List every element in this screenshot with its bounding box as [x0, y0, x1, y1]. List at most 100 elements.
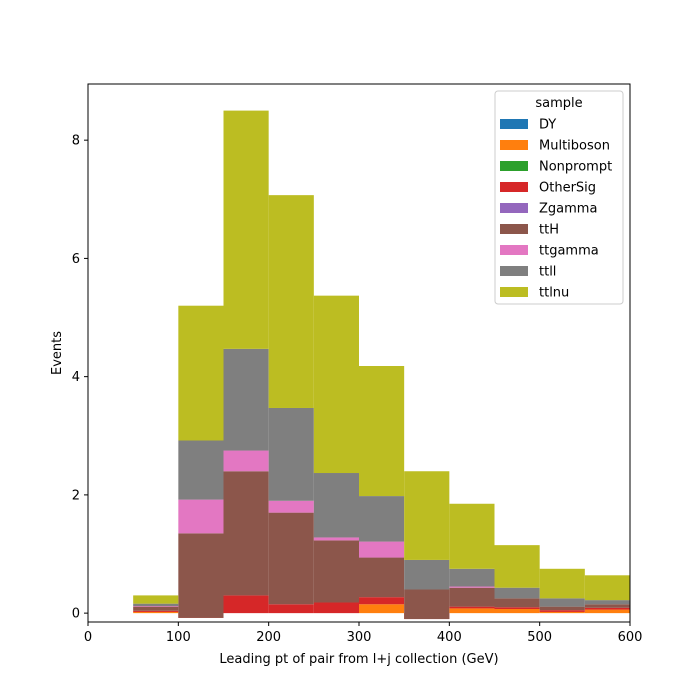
- x-tick-label: 500: [527, 630, 552, 645]
- legend-label-tth: ttH: [539, 223, 559, 238]
- y-tick-label: 0: [72, 607, 80, 622]
- legend-label-othersig: OtherSig: [539, 181, 596, 196]
- legend-title: sample: [535, 96, 582, 111]
- legend-item-ttgamma: ttgamma: [500, 244, 599, 259]
- legend-label-ttlnu: ttlnu: [539, 286, 569, 301]
- bar-ttlnu-bin-3: [268, 195, 314, 408]
- legend-label-multiboson: Multiboson: [539, 139, 610, 154]
- legend-item-othersig: OtherSig: [500, 181, 596, 196]
- bar-othersig-bin-10: [584, 607, 630, 610]
- bar-ttll-bin-2: [223, 348, 269, 451]
- bar-ttll-bin-10: [584, 600, 630, 605]
- legend-swatch-tth: [500, 224, 528, 234]
- bar-tth-bin-3: [268, 512, 314, 605]
- legend-swatch-dy: [500, 119, 528, 129]
- bar-othersig-bin-9: [539, 610, 585, 612]
- bar-tth-bin-8: [494, 598, 540, 608]
- y-axis-ticks: 0 2 4 6 8: [72, 134, 88, 622]
- legend-swatch-nonprompt: [500, 161, 528, 171]
- legend-item-dy: DY: [500, 118, 556, 133]
- legend-item-multiboson: Multiboson: [500, 139, 610, 154]
- bar-ttlnu-bin-2: [223, 110, 269, 349]
- bar-othersig-bin-3: [268, 604, 314, 614]
- bar-ttll-bin-6: [404, 559, 450, 590]
- bar-ttll-bin-5: [359, 496, 405, 542]
- legend-label-ttll: ttll: [539, 265, 556, 280]
- bar-multiboson-bin-5: [359, 604, 405, 614]
- x-tick-label: 0: [84, 630, 92, 645]
- bar-ttlnu-bin-6: [404, 471, 450, 560]
- bar-multiboson-bin-0: [133, 611, 179, 614]
- legend-swatch-ttlnu: [500, 287, 528, 297]
- y-axis-label: Events: [50, 331, 65, 375]
- x-axis-ticks: 0 100 200 300 400 500 600: [84, 622, 643, 645]
- x-tick-label: 400: [437, 630, 462, 645]
- bar-ttlnu-bin-4: [313, 295, 359, 474]
- bar-ttll-bin-8: [494, 587, 540, 599]
- bar-ttll-bin-7: [449, 568, 495, 587]
- legend-items: DY Multiboson Nonprompt OtherSig Zgamma ttH tt…: [500, 118, 612, 301]
- legend-item-nonprompt: Nonprompt: [500, 160, 612, 175]
- bar-othersig-bin-2: [223, 595, 269, 614]
- bar-multiboson-bin-8: [494, 608, 540, 614]
- bar-tth-bin-9: [539, 606, 585, 611]
- bar-ttgamma-bin-4: [313, 537, 359, 541]
- x-tick-label: 300: [347, 630, 372, 645]
- bar-ttll-bin-3: [268, 407, 314, 501]
- y-tick-label: 6: [72, 252, 80, 267]
- x-axis-label: Leading pt of pair from l+j collection (…: [219, 652, 498, 667]
- bar-ttlnu-bin-5: [359, 366, 405, 497]
- legend-item-ttlnu: ttlnu: [500, 286, 569, 301]
- x-tick-label: 100: [166, 630, 191, 645]
- bar-tth-bin-4: [313, 540, 359, 603]
- bar-ttlnu-bin-1: [178, 305, 224, 441]
- legend-item-ttll: ttll: [500, 265, 556, 280]
- bar-ttlnu-bin-10: [584, 575, 630, 601]
- bar-multiboson-bin-7: [449, 608, 495, 614]
- bar-multiboson-bin-9: [539, 611, 585, 614]
- legend-swatch-ttll: [500, 266, 528, 276]
- bar-tth-bin-0: [133, 606, 179, 611]
- bar-ttll-bin-9: [539, 598, 585, 607]
- bar-tth-bin-5: [359, 557, 405, 598]
- legend-label-dy: DY: [539, 118, 556, 133]
- legend-item-tth: ttH: [500, 223, 559, 238]
- bar-ttgamma-bin-0: [133, 606, 179, 607]
- x-tick-label: 200: [256, 630, 281, 645]
- bar-tth-bin-2: [223, 471, 269, 596]
- bar-ttgamma-bin-5: [359, 541, 405, 558]
- x-tick-label: 600: [618, 630, 643, 645]
- bar-tth-bin-10: [584, 604, 630, 608]
- bar-othersig-bin-4: [313, 602, 359, 614]
- legend-swatch-multiboson: [500, 140, 528, 150]
- legend-swatch-othersig: [500, 182, 528, 192]
- bar-ttgamma-bin-1: [178, 499, 224, 534]
- bars-layer: [133, 110, 630, 620]
- bar-othersig-bin-0: [133, 610, 179, 612]
- bar-othersig-bin-8: [494, 607, 540, 609]
- bar-tth-bin-1: [178, 533, 224, 618]
- bar-ttlnu-bin-0: [133, 595, 179, 604]
- bar-othersig-bin-7: [449, 606, 495, 609]
- bar-ttll-bin-1: [178, 440, 224, 500]
- legend-label-zgamma: Zgamma: [539, 202, 597, 217]
- legend-label-ttgamma: ttgamma: [539, 244, 599, 259]
- bar-ttlnu-bin-7: [449, 503, 495, 569]
- bar-tth-bin-7: [449, 587, 495, 607]
- legend-swatch-zgamma: [500, 203, 528, 213]
- legend-label-nonprompt: Nonprompt: [539, 160, 612, 175]
- bar-ttlnu-bin-9: [539, 568, 585, 599]
- bar-ttll-bin-0: [133, 603, 179, 607]
- bar-ttlnu-bin-8: [494, 545, 540, 588]
- y-tick-label: 8: [72, 134, 80, 149]
- bar-multiboson-bin-10: [584, 609, 630, 614]
- bar-othersig-bin-5: [359, 597, 405, 605]
- legend-item-zgamma: Zgamma: [500, 202, 597, 217]
- legend-swatch-ttgamma: [500, 245, 528, 255]
- bar-ttll-bin-4: [313, 473, 359, 538]
- bar-ttgamma-bin-3: [268, 500, 314, 513]
- y-tick-label: 4: [72, 370, 80, 385]
- bar-ttgamma-bin-7: [449, 586, 495, 588]
- bar-ttgamma-bin-2: [223, 450, 269, 472]
